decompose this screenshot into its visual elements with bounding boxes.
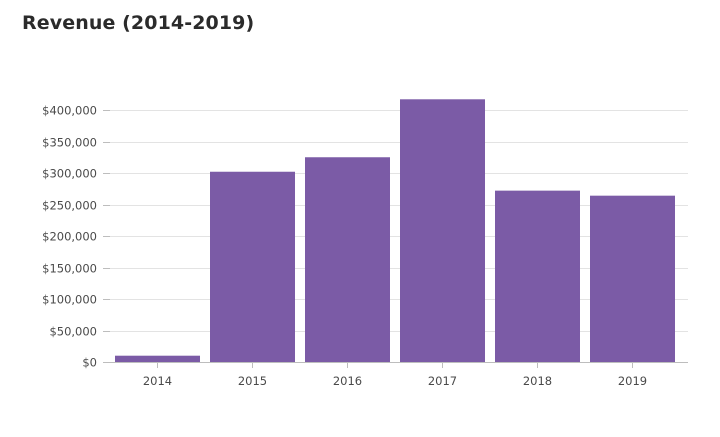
- y-tick-label: $250,000: [42, 199, 97, 213]
- y-tick-label: $50,000: [49, 325, 97, 339]
- x-tick-label: 2019: [618, 374, 647, 388]
- bar: [590, 195, 675, 362]
- x-tick-label: 2018: [523, 374, 552, 388]
- x-tick-label: 2015: [238, 374, 267, 388]
- bar: [305, 157, 390, 362]
- y-tick-label: $400,000: [42, 104, 97, 118]
- bar: [495, 190, 580, 362]
- x-tick-label: 2014: [143, 374, 172, 388]
- y-tick-label: $100,000: [42, 293, 97, 307]
- bar: [400, 99, 485, 362]
- bar: [115, 355, 200, 362]
- y-tick-label: $200,000: [42, 230, 97, 244]
- y-tick-label: $350,000: [42, 136, 97, 150]
- y-tick-label: $300,000: [42, 167, 97, 181]
- bar: [210, 171, 295, 362]
- y-tick-label: $150,000: [42, 262, 97, 276]
- x-tick-label: 2016: [333, 374, 362, 388]
- x-tick-label: 2017: [428, 374, 457, 388]
- chart-title: Revenue (2014-2019): [22, 12, 255, 34]
- y-tick-label: $0: [82, 356, 97, 370]
